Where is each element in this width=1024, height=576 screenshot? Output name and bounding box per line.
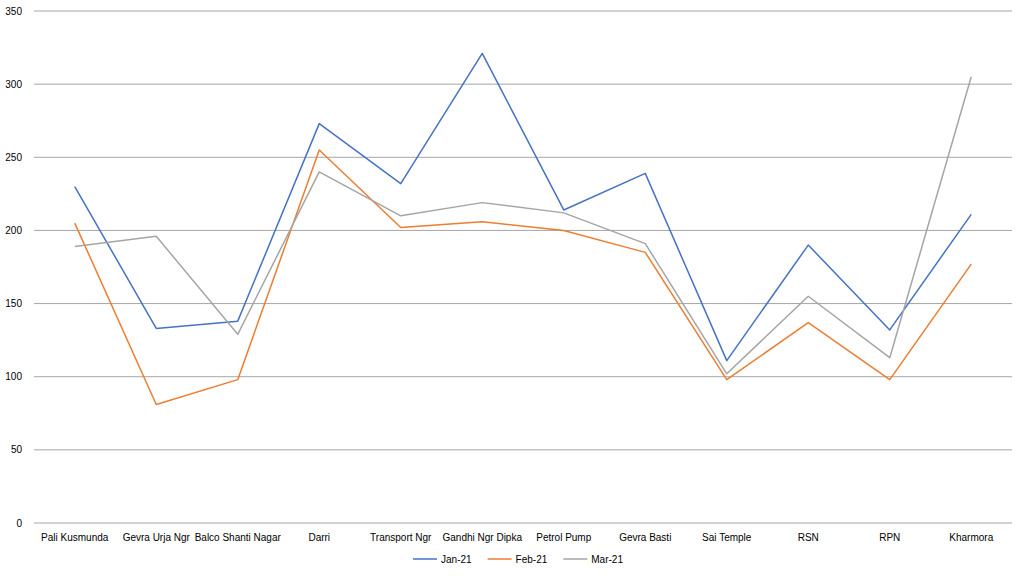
x-tick-label: RPN [879,532,900,543]
y-tick-label: 250 [5,152,22,163]
grid-line [34,11,1012,12]
x-axis: Pali Kusmunda Gevra Urja Ngr Balco Shanti … [41,532,994,543]
y-tick-label: 150 [5,298,22,309]
line-series [75,150,972,405]
legend-label: Jan-21 [441,554,472,565]
y-axis: 0 50 100 150 200 250 300 350 [5,6,22,529]
legend: Jan-21 Feb-21 Mar-21 [413,554,623,565]
y-tick-label: 50 [11,444,23,455]
grid-line [34,157,1012,158]
series-lines [75,53,972,404]
legend-label: Mar-21 [591,554,623,565]
x-tick-label: Sai Temple [702,532,752,543]
chart-container: 0 50 100 150 200 250 300 350 Pali Kusmunda Gevra … [0,0,1024,576]
legend-swatch [413,558,437,560]
grid-line [34,230,1012,231]
x-tick-label: Transport Ngr [370,532,432,543]
x-tick-label: RSN [798,532,819,543]
x-tick-label: Gevra Urja Ngr [123,532,191,543]
legend-swatch [488,558,512,560]
x-tick-label: Kharmora [949,532,993,543]
y-tick-label: 100 [5,371,22,382]
x-tick-label: Gandhi Ngr Dipka [443,532,523,543]
y-tick-label: 0 [16,518,22,529]
y-tick-label: 200 [5,225,22,236]
x-tick-label: Balco Shanti Nagar [195,532,282,543]
legend-swatch [563,558,587,560]
x-tick-label: Petrol Pump [536,532,591,543]
x-tick-label: Darri [308,532,330,543]
y-tick-label: 300 [5,79,22,90]
grid-line [34,449,1012,450]
legend-label: Feb-21 [516,554,548,565]
chart-svg: 0 50 100 150 200 250 300 350 Pali Kusmunda Gevra … [0,0,1024,576]
y-tick-label: 350 [5,6,22,17]
grid-line [34,376,1012,377]
line-series [75,77,972,374]
x-tick-label: Pali Kusmunda [41,532,109,543]
grid-line [34,523,1012,524]
grid [34,11,1012,523]
x-tick-label: Gevra Basti [619,532,671,543]
grid-line [34,84,1012,85]
